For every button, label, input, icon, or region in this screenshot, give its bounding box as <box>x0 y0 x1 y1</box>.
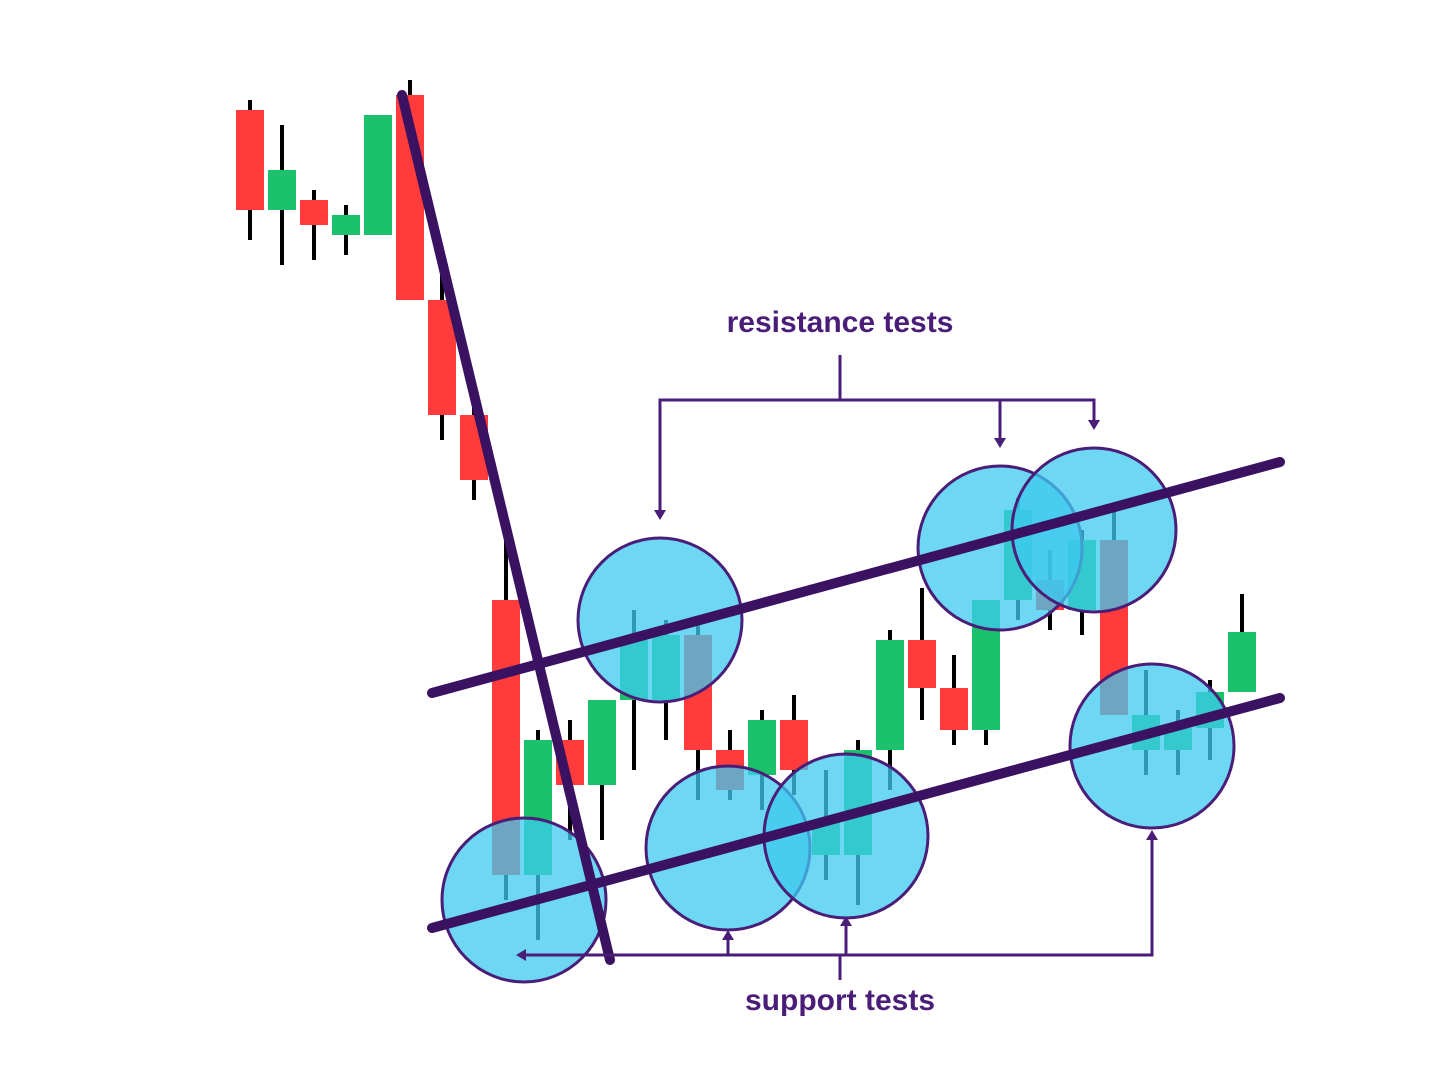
candle-bull <box>588 700 616 785</box>
candle-bull <box>876 640 904 750</box>
candle-bull <box>268 170 296 210</box>
candle-bull <box>364 115 392 235</box>
support-label: support tests <box>745 984 935 1017</box>
candle-bull <box>1228 632 1256 692</box>
candle-bull <box>332 215 360 235</box>
candle-bull <box>748 720 776 775</box>
candle-bear <box>300 200 328 225</box>
candle-bear <box>908 640 936 688</box>
candle-bear <box>780 720 808 770</box>
candle-bear <box>940 688 968 730</box>
chart-svg: resistance tests support tests <box>0 0 1440 1080</box>
candlestick-channel-diagram: resistance tests support tests <box>0 0 1440 1080</box>
candle-bear <box>236 110 264 210</box>
resistance-label: resistance tests <box>727 306 954 339</box>
